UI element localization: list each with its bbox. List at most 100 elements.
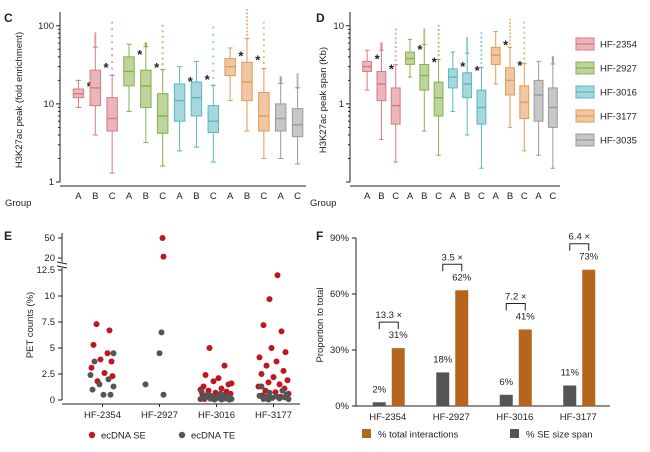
legend-label: HF-2354 xyxy=(600,40,637,51)
data-point xyxy=(258,371,265,377)
outlier-point xyxy=(296,83,299,86)
box xyxy=(207,105,220,134)
data-point xyxy=(228,380,235,387)
panel-e: E PET counts (%) 0 2.5 5 7.5 10 12.520 50 HF-23… xyxy=(4,229,300,442)
outlier-point xyxy=(161,52,164,55)
box xyxy=(274,103,287,132)
legend-label: HF-3016 xyxy=(600,88,637,99)
data-point xyxy=(218,396,225,403)
bar xyxy=(436,372,450,406)
outlier-point xyxy=(111,41,114,44)
outlier-point xyxy=(94,42,97,45)
fold-label: 13.3 × xyxy=(375,310,402,321)
y-tick-label: 1 xyxy=(49,177,54,188)
data-point xyxy=(282,349,289,356)
bar xyxy=(499,394,513,406)
fold-label: 3.5 × xyxy=(442,252,463,263)
y-tick-label: 10 xyxy=(43,99,54,110)
outlier-point xyxy=(523,52,526,55)
data-point xyxy=(105,376,112,383)
y-tick-label: 30% xyxy=(330,345,350,356)
outlier-point xyxy=(111,60,114,64)
outlier-point xyxy=(480,36,483,39)
legend-label: HF-3035 xyxy=(600,136,637,147)
outlier-point xyxy=(296,85,299,88)
box xyxy=(419,63,430,91)
bar xyxy=(582,269,596,406)
x-tick-label: C xyxy=(435,191,442,202)
data-point xyxy=(206,345,213,351)
outlier-point xyxy=(161,41,164,44)
data-point xyxy=(159,235,166,241)
outlier-point xyxy=(394,41,397,44)
data-point xyxy=(110,350,117,357)
outlier-point xyxy=(423,28,426,31)
data-label: 73% xyxy=(579,252,599,263)
y-axis-label: PET counts (%) xyxy=(25,292,36,358)
outlier-point xyxy=(161,57,164,60)
data-point xyxy=(198,388,205,395)
bar xyxy=(518,329,532,406)
box xyxy=(291,108,304,138)
legend-marker xyxy=(178,431,186,439)
data-point xyxy=(93,321,100,328)
y-tick-label: 2.5 xyxy=(42,369,55,380)
outlier-point xyxy=(480,45,483,48)
y-tick-label: 1 xyxy=(339,99,344,110)
data-point xyxy=(258,383,265,390)
y-tick-label: 7.5 xyxy=(42,317,55,328)
outlier-point xyxy=(94,39,97,42)
y-tick-label: 10 xyxy=(44,291,55,302)
data-point xyxy=(142,381,149,388)
data-point xyxy=(104,350,111,357)
data-point xyxy=(110,383,117,390)
data-point xyxy=(156,350,163,357)
data-point xyxy=(274,272,281,279)
box xyxy=(190,81,203,117)
x-tick-label: HF-2354 xyxy=(84,410,121,421)
x-tick-label: A xyxy=(278,191,285,202)
outlier-point xyxy=(523,41,526,45)
y-tick-label: 5 xyxy=(50,343,55,354)
outlier-point xyxy=(423,30,426,33)
outlier-point xyxy=(466,42,469,45)
bar xyxy=(391,348,405,406)
data-point xyxy=(211,396,218,403)
x-tick-label: HF-3177 xyxy=(255,410,292,421)
outlier-point xyxy=(212,40,215,44)
outlier-point xyxy=(480,40,483,43)
data-point xyxy=(88,364,95,371)
x-tick-label: C xyxy=(392,191,399,202)
legend: % total interactions % SE size span xyxy=(362,429,593,441)
legend: HF-2354 HF-2927 HF-3016 HF-3177 HF-3035 xyxy=(575,37,637,147)
outlier-point xyxy=(394,37,397,40)
outlier-point xyxy=(423,32,426,35)
outlier-point xyxy=(245,30,249,33)
outlier-point xyxy=(466,50,469,53)
outlier-point xyxy=(466,36,469,39)
x-tick-label: HF-2354 xyxy=(369,412,406,423)
x-tick-label: A xyxy=(493,191,500,202)
outlier-point xyxy=(212,76,215,80)
data-label: 31% xyxy=(389,330,409,341)
outlier-point xyxy=(437,41,440,44)
outlier-point xyxy=(111,47,114,50)
bar xyxy=(563,385,577,406)
significance-star: * xyxy=(460,59,466,74)
panel-letter: F xyxy=(316,229,323,243)
x-tick-label: C xyxy=(109,191,116,202)
data-point xyxy=(278,328,285,335)
y-tick-label: 60% xyxy=(330,289,350,300)
data-label: 62% xyxy=(452,272,472,283)
data-point xyxy=(260,395,267,402)
outlier-point xyxy=(480,53,483,56)
y-tick-label: 12.5 xyxy=(37,265,56,276)
x-tick-label: A xyxy=(407,191,414,202)
data-point xyxy=(279,387,286,394)
outlier-point xyxy=(296,73,299,76)
outlier-point xyxy=(94,32,97,35)
data-label: 41% xyxy=(516,311,536,322)
x-tick-label: C xyxy=(521,191,528,202)
data-point xyxy=(270,374,277,381)
